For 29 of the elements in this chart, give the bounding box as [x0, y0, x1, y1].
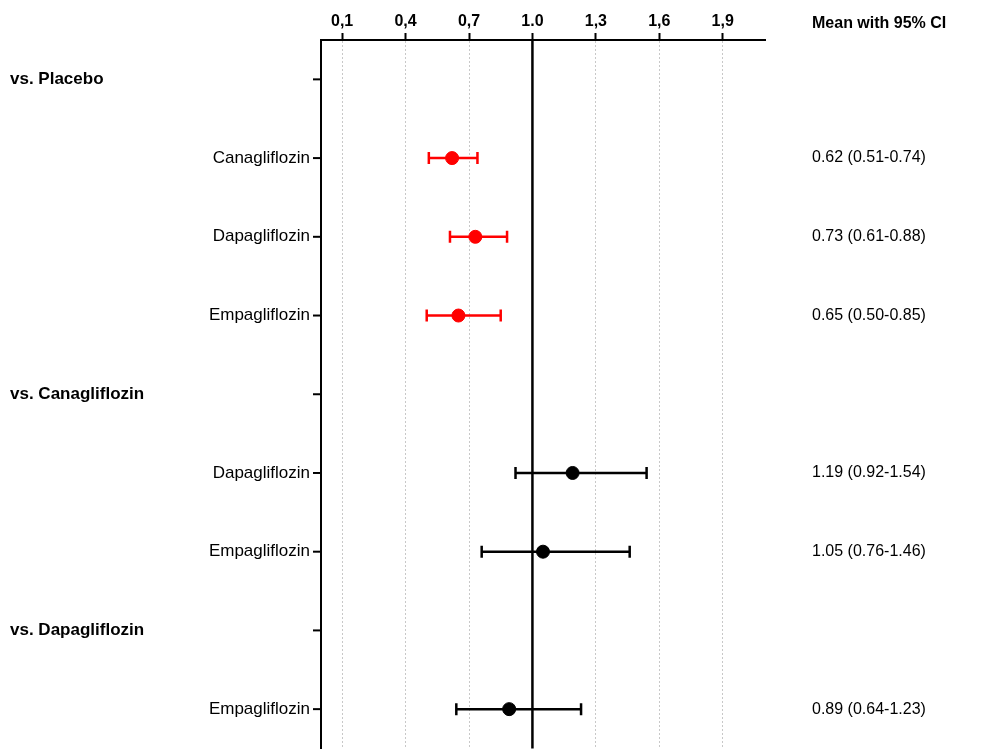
y-tick-label: Empagliflozin	[208, 305, 310, 325]
point	[468, 229, 483, 244]
x-tick-label: 1,6	[648, 11, 671, 29]
x-tick-label: 0,4	[394, 11, 417, 29]
text: vs. Placebo	[10, 69, 104, 89]
y-tick-label: Canagliflozin	[212, 147, 310, 167]
x-tick-label: 0,1	[331, 11, 354, 29]
point	[451, 308, 466, 323]
text: Mean with 95% CI	[812, 14, 947, 31]
x-tick-label: 0,7	[457, 11, 481, 29]
data-label: 0.65 (0.50-0.85)	[812, 305, 926, 323]
data-label: 0.89 (0.64-1.23)	[812, 699, 926, 717]
y-tick-label: Empagliflozin	[208, 698, 310, 718]
point	[502, 702, 517, 717]
x-tick-label: 1.0	[521, 11, 544, 29]
point	[565, 465, 580, 480]
x-tick-label: 1,9	[711, 11, 734, 29]
data-label: 0.62 (0.51-0.74)	[812, 148, 926, 166]
data-label: 0.73 (0.61-0.88)	[812, 227, 926, 245]
x-tick-label: 1,3	[584, 11, 608, 29]
text: vs. Canagliflozin	[10, 383, 145, 403]
point	[445, 151, 460, 166]
y-tick-label: Empagliflozin	[208, 541, 310, 561]
text: vs. Dapagliflozin	[10, 620, 145, 640]
y-tick-label: Dapagliflozin	[212, 226, 310, 246]
y-tick-label: Dapagliflozin	[212, 462, 310, 482]
point	[536, 544, 550, 559]
data-label: 1.19 (0.92-1.54)	[812, 463, 926, 481]
data-label: 1.05 (0.76-1.46)	[812, 542, 926, 560]
